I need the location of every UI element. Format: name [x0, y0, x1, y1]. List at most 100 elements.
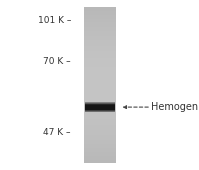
Bar — [84, 73, 116, 74]
Bar — [84, 120, 116, 121]
Text: 70 K –: 70 K – — [43, 57, 71, 66]
Bar — [84, 138, 116, 139]
Bar — [84, 23, 116, 24]
Bar — [84, 15, 116, 16]
Bar — [84, 158, 116, 159]
Bar — [84, 72, 116, 73]
Bar — [85, 110, 115, 111]
Bar — [84, 144, 116, 145]
Bar — [84, 100, 116, 101]
Bar — [84, 154, 116, 155]
Bar — [84, 28, 116, 29]
Bar — [84, 75, 116, 76]
Bar — [84, 79, 116, 80]
Bar — [84, 161, 116, 162]
Bar — [84, 59, 116, 60]
Bar — [84, 39, 116, 40]
Bar — [84, 126, 116, 127]
Bar — [84, 14, 116, 15]
Bar — [84, 16, 116, 17]
Bar — [84, 142, 116, 143]
Bar — [84, 36, 116, 37]
Bar — [84, 140, 116, 141]
Bar — [84, 119, 116, 120]
Bar — [84, 111, 116, 112]
Bar — [85, 102, 115, 103]
Bar — [84, 139, 116, 140]
Bar — [84, 153, 116, 154]
Bar — [84, 26, 116, 27]
Bar — [84, 117, 116, 118]
Bar — [84, 65, 116, 66]
Bar — [84, 159, 116, 160]
Bar — [84, 52, 116, 53]
Bar — [84, 62, 116, 63]
Bar — [84, 105, 116, 106]
Bar — [84, 160, 116, 161]
Bar — [84, 132, 116, 133]
Bar — [84, 44, 116, 45]
Bar — [84, 74, 116, 75]
Bar — [84, 38, 116, 39]
Bar — [84, 113, 116, 114]
Bar — [84, 78, 116, 79]
Bar — [84, 121, 116, 122]
Bar — [84, 57, 116, 58]
Bar — [84, 64, 116, 65]
Bar — [84, 8, 116, 9]
Bar — [84, 129, 116, 130]
Bar — [84, 84, 116, 85]
Bar — [84, 46, 116, 47]
Bar — [85, 109, 115, 110]
Bar — [84, 130, 116, 131]
Bar — [84, 114, 116, 115]
Bar — [84, 43, 116, 44]
Bar — [84, 102, 116, 103]
Bar — [84, 69, 116, 70]
Bar — [84, 42, 116, 43]
Bar — [84, 103, 116, 104]
Bar — [84, 93, 116, 94]
Bar — [84, 110, 116, 111]
Bar — [84, 131, 116, 132]
Bar — [84, 50, 116, 51]
Bar — [85, 107, 115, 108]
Bar — [84, 87, 116, 88]
Bar — [84, 32, 116, 33]
Bar — [84, 24, 116, 25]
Bar — [84, 21, 116, 22]
Bar — [84, 34, 116, 35]
Bar — [84, 35, 116, 36]
Bar — [84, 31, 116, 32]
Bar — [85, 111, 115, 112]
Bar — [84, 58, 116, 59]
Bar — [84, 96, 116, 97]
Bar — [85, 108, 115, 109]
Bar — [84, 136, 116, 137]
Bar — [84, 149, 116, 150]
Bar — [84, 118, 116, 119]
Bar — [84, 60, 116, 61]
Bar — [85, 104, 115, 105]
Bar — [84, 145, 116, 146]
Bar — [84, 41, 116, 42]
Bar — [85, 106, 115, 107]
Bar — [84, 101, 116, 102]
Bar — [84, 99, 116, 100]
Bar — [84, 19, 116, 20]
Bar — [84, 22, 116, 23]
Bar — [84, 53, 116, 54]
Bar — [84, 148, 116, 149]
Bar — [84, 61, 116, 62]
Bar — [84, 152, 116, 153]
Bar — [84, 77, 116, 78]
Bar — [84, 30, 116, 31]
Bar — [84, 63, 116, 64]
Bar — [84, 7, 116, 8]
Bar — [84, 91, 116, 92]
Bar — [84, 151, 116, 152]
Bar — [84, 108, 116, 109]
Bar — [84, 9, 116, 10]
Bar — [84, 47, 116, 48]
Bar — [84, 82, 116, 83]
